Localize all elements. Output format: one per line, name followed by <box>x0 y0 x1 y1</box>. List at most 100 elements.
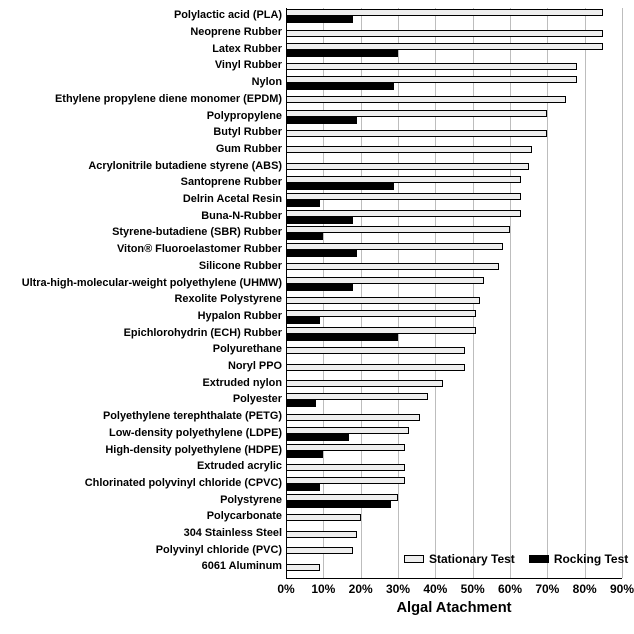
stationary-bar <box>286 176 521 183</box>
material-label: Noryl PPO <box>228 360 282 372</box>
material-label: Extruded acrylic <box>197 460 282 472</box>
stationary-bar <box>286 464 405 471</box>
material-label: Latex Rubber <box>212 43 282 55</box>
stationary-bar <box>286 30 603 37</box>
legend: Stationary Test Rocking Test <box>404 552 628 566</box>
material-label: Low-density polyethylene (LDPE) <box>109 427 282 439</box>
grid-line <box>622 8 623 578</box>
rocking-bar <box>286 484 320 491</box>
material-label: Chlorinated polyvinyl chloride (CPVC) <box>85 477 282 489</box>
rocking-bar <box>286 284 353 291</box>
stationary-bar <box>286 380 443 387</box>
grid-line <box>473 8 474 578</box>
rocking-bar <box>286 50 398 57</box>
grid-line <box>547 8 548 578</box>
stationary-bar <box>286 414 420 421</box>
stationary-bar <box>286 210 521 217</box>
stationary-bar <box>286 547 353 554</box>
rocking-bar <box>286 501 391 508</box>
grid-line <box>585 8 586 578</box>
rocking-bar <box>286 317 320 324</box>
grid-line <box>323 8 324 578</box>
rocking-bar <box>286 200 320 207</box>
stationary-bar <box>286 146 532 153</box>
material-label: Delrin Acetal Resin <box>183 193 282 205</box>
material-label: Polylactic acid (PLA) <box>174 9 282 21</box>
stationary-bar <box>286 110 547 117</box>
stationary-bar <box>286 43 603 50</box>
stationary-bar <box>286 514 361 521</box>
stationary-bar <box>286 444 405 451</box>
rocking-bar <box>286 434 349 441</box>
material-label: Ultra-high-molecular-weight polyethylene… <box>22 277 282 289</box>
x-tick-label: 60% <box>498 582 522 596</box>
material-label: Neoprene Rubber <box>190 26 282 38</box>
material-label: Acrylonitrile butadiene styrene (ABS) <box>88 160 282 172</box>
stationary-bar <box>286 76 577 83</box>
stationary-bar <box>286 427 409 434</box>
material-label: Rexolite Polystyrene <box>175 293 282 305</box>
material-label: Polycarbonate <box>207 510 282 522</box>
rocking-bar <box>286 83 394 90</box>
stationary-bar <box>286 63 577 70</box>
x-tick-label: 90% <box>610 582 634 596</box>
stationary-bar <box>286 347 465 354</box>
stationary-bar <box>286 163 529 170</box>
stationary-bar <box>286 9 603 16</box>
x-tick-label: 40% <box>423 582 447 596</box>
x-tick-label: 10% <box>311 582 335 596</box>
x-tick-label: 0% <box>277 582 294 596</box>
stationary-bar <box>286 96 566 103</box>
material-label: Silicone Rubber <box>199 260 282 272</box>
material-label: Nylon <box>252 76 282 88</box>
material-label: Polystyrene <box>220 494 282 506</box>
rocking-bar <box>286 217 353 224</box>
stationary-bar <box>286 531 357 538</box>
material-label: Polyethylene terephthalate (PETG) <box>103 410 282 422</box>
grid-line <box>510 8 511 578</box>
material-label: Santoprene Rubber <box>181 176 282 188</box>
x-tick-label: 70% <box>535 582 559 596</box>
material-label: Buna-N-Rubber <box>201 210 282 222</box>
stationary-bar <box>286 494 398 501</box>
material-label: 304 Stainless Steel <box>184 527 282 539</box>
stationary-bar <box>286 277 484 284</box>
x-tick-label: 50% <box>461 582 485 596</box>
y-axis-line <box>286 8 287 578</box>
material-label: Ethylene propylene diene monomer (EPDM) <box>55 93 282 105</box>
material-label: Vinyl Rubber <box>215 59 282 71</box>
material-label: Polyester <box>233 393 282 405</box>
x-axis-title: Algal Atachment <box>396 600 511 616</box>
plot-area <box>286 8 622 578</box>
legend-item: Rocking Test <box>529 552 628 566</box>
material-label: 6061 Aluminum <box>202 560 282 572</box>
grid-line <box>361 8 362 578</box>
material-label: Viton® Fluoroelastomer Rubber <box>117 243 282 255</box>
stationary-bar <box>286 310 476 317</box>
stationary-bar <box>286 393 428 400</box>
material-label: Butyl Rubber <box>213 126 282 138</box>
stationary-bar <box>286 263 499 270</box>
rocking-bar <box>286 233 323 240</box>
algal-attachment-chart: Stationary Test Rocking Test Algal Atachm… <box>0 0 634 634</box>
stationary-bar <box>286 130 547 137</box>
rocking-bar <box>286 16 353 23</box>
stationary-bar <box>286 243 503 250</box>
rocking-bar <box>286 451 323 458</box>
material-label: Extruded nylon <box>203 377 283 389</box>
stationary-bar <box>286 226 510 233</box>
x-tick-label: 30% <box>386 582 410 596</box>
legend-label: Stationary Test <box>429 552 515 566</box>
material-label: High-density polyethylene (HDPE) <box>105 444 282 456</box>
rocking-bar <box>286 117 357 124</box>
material-label: Polypropylene <box>207 110 282 122</box>
rocking-bar <box>286 183 394 190</box>
material-label: Gum Rubber <box>216 143 282 155</box>
material-label: Hypalon Rubber <box>198 310 282 322</box>
material-label: Polyvinyl chloride (PVC) <box>156 544 282 556</box>
stationary-bar <box>286 327 476 334</box>
stationary-bar <box>286 564 320 571</box>
material-label: Styrene-butadiene (SBR) Rubber <box>112 226 282 238</box>
rocking-bar <box>286 400 316 407</box>
rocking-bar <box>286 334 398 341</box>
